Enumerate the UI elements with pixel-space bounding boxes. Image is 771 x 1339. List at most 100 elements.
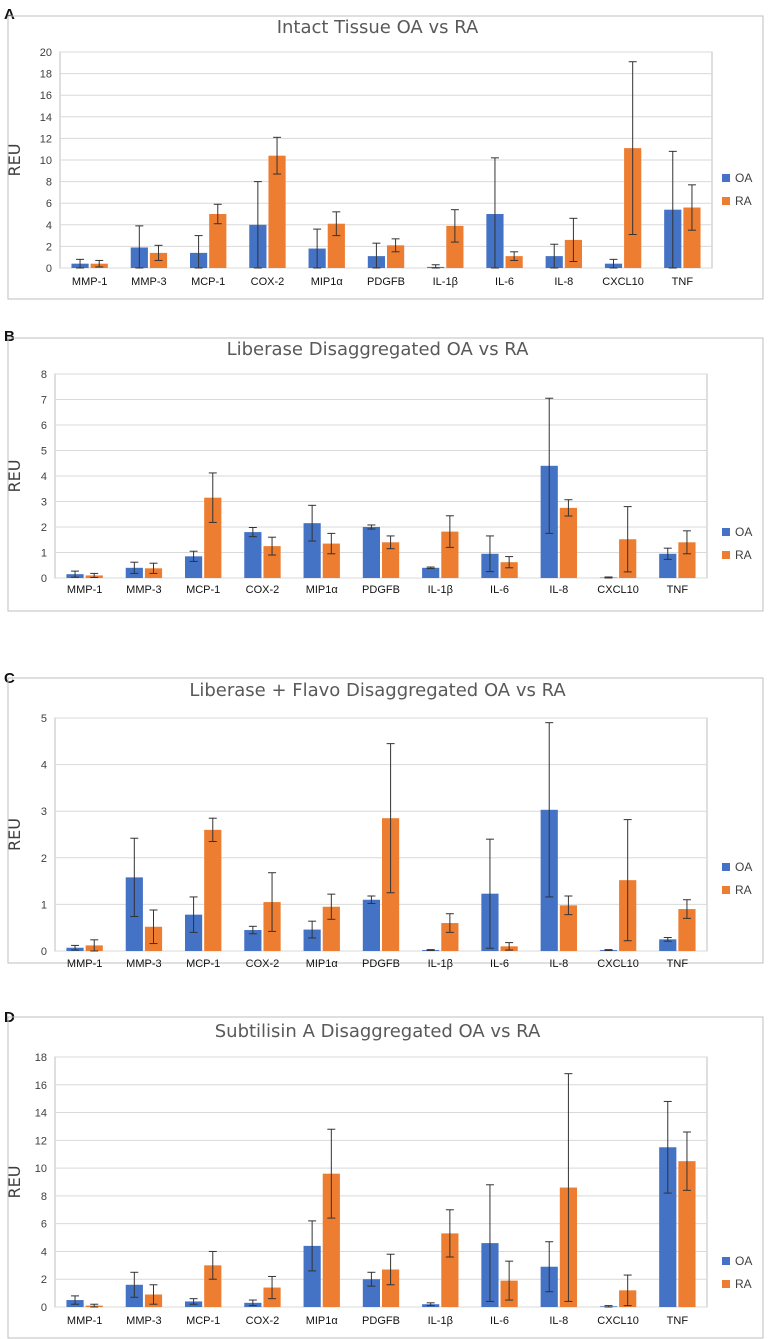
legend-swatch-oa: [722, 174, 730, 182]
legend-label-oa: OA: [735, 525, 752, 539]
panel-a: A Intact Tissue OA vs RA 0 2 4 6 8 10 12 14 16 18 2…: [0, 0, 771, 300]
y-tick-label: 6: [41, 420, 47, 432]
y-tick-label: 16: [35, 1080, 47, 1092]
x-tick-label: MMP-3: [126, 584, 161, 596]
bar-ra: [505, 256, 523, 268]
x-tick-label: IL-1β: [428, 584, 453, 596]
bar-ra: [446, 225, 464, 268]
y-tick-label: 10: [35, 1163, 47, 1175]
y-tick-label: 0: [46, 263, 52, 275]
y-tick-label: 2: [41, 522, 47, 534]
x-tick-label: IL-1β: [428, 958, 453, 970]
y-tick-label: 14: [35, 1108, 47, 1120]
x-tick-label: TNF: [667, 584, 689, 596]
y-tick-label: 0: [41, 1302, 47, 1314]
bar-ra: [268, 155, 286, 268]
bar-ra: [500, 562, 518, 578]
y-tick-label: 5: [41, 713, 47, 725]
y-tick-label: 8: [41, 369, 47, 381]
x-tick-label: MMP-3: [131, 276, 166, 288]
x-tick-label: MIP1α: [306, 958, 339, 970]
panel-label: A: [4, 6, 15, 23]
x-tick-label: MCP-1: [186, 584, 220, 596]
legend-label-ra: RA: [735, 194, 752, 208]
x-tick-label: MMP-3: [126, 1315, 161, 1327]
plot-area: [54, 1056, 708, 1308]
y-axis-label: REU: [5, 460, 24, 493]
bar-ra: [263, 546, 281, 578]
y-tick-label: 8: [46, 177, 52, 189]
bar-oa: [362, 1279, 380, 1307]
x-tick-label: CXCL10: [597, 584, 639, 596]
x-tick-label: PDGFB: [362, 1315, 400, 1327]
x-tick-label: MMP-3: [126, 958, 161, 970]
bar-ra: [204, 497, 222, 578]
y-tick-label: 10: [40, 155, 52, 167]
x-tick-label: TNF: [667, 958, 689, 970]
bar-oa: [184, 556, 203, 578]
legend-swatch-oa: [722, 528, 730, 536]
legend-swatch-ra: [722, 197, 730, 205]
y-tick-label: 8: [41, 1191, 47, 1203]
bar-oa: [303, 929, 321, 951]
y-axis-label: REU: [5, 1166, 24, 1199]
x-tick-label: TNF: [672, 276, 694, 288]
chart-c: Liberase + Flavo Disaggregated OA vs RA 0…: [5, 677, 764, 970]
panel-c: C Liberase + Flavo Disaggregated OA vs R…: [0, 664, 771, 970]
x-tick-label: TNF: [667, 1315, 689, 1327]
y-tick-label: 2: [41, 1274, 47, 1286]
x-tick-label: MIP1α: [306, 584, 339, 596]
x-tick-label: MCP-1: [186, 958, 220, 970]
x-tick-label: IL-6: [490, 1315, 509, 1327]
y-tick-label: 6: [46, 198, 52, 210]
bar-ra: [441, 1233, 459, 1307]
x-tick-label: MCP-1: [186, 1315, 220, 1327]
y-tick-label: 4: [41, 1246, 47, 1258]
y-axis-label: REU: [5, 144, 24, 177]
y-tick-label: 3: [41, 497, 47, 509]
bar-ra: [204, 1265, 222, 1307]
bar-ra: [678, 1161, 696, 1307]
x-tick-label: IL-8: [549, 584, 568, 596]
chart-title: Liberase Disaggregated OA vs RA: [227, 339, 529, 360]
x-tick-label: CXCL10: [602, 276, 644, 288]
chart-frame: [7, 337, 764, 612]
x-tick-label: MMP-1: [72, 276, 107, 288]
y-tick-label: 0: [41, 573, 47, 585]
y-tick-label: 18: [35, 1052, 47, 1064]
panel-label: B: [4, 328, 15, 345]
legend-label-ra: RA: [735, 883, 752, 897]
x-tick-label: PDGFB: [362, 958, 400, 970]
bar-oa: [659, 1147, 677, 1307]
legend-swatch-ra: [722, 886, 730, 894]
x-tick-label: COX-2: [246, 584, 280, 596]
y-tick-label: 0: [41, 946, 47, 958]
x-tick-label: COX-2: [246, 958, 280, 970]
bar-oa: [244, 930, 262, 951]
x-tick-label: MMP-1: [67, 584, 102, 596]
bar-ra: [678, 909, 696, 951]
x-tick-label: IL-8: [549, 1315, 568, 1327]
bar-ra: [327, 223, 345, 268]
y-tick-label: 4: [41, 471, 47, 483]
y-tick-label: 16: [40, 90, 52, 102]
legend-label-oa: OA: [735, 171, 752, 185]
legend-label-oa: OA: [735, 1254, 752, 1268]
chart-b: Liberase Disaggregated OA vs RA 0 1 2 3 4 5 6 7 8…: [5, 337, 764, 612]
y-tick-label: 12: [40, 133, 52, 145]
y-tick-label: 7: [41, 395, 47, 407]
y-tick-label: 5: [41, 446, 47, 458]
legend-swatch-ra: [722, 1280, 730, 1288]
y-tick-label: 1: [41, 548, 47, 560]
y-tick-label: 1: [41, 899, 47, 911]
legend-label-oa: OA: [735, 860, 752, 874]
bar-ra: [387, 245, 405, 268]
x-tick-label: IL-6: [495, 276, 514, 288]
chart-frame: [7, 15, 764, 300]
panel-b: B Liberase Disaggregated OA vs RA 0 1 2 3 4 5 6…: [0, 322, 771, 612]
x-tick-label: COX-2: [246, 1315, 280, 1327]
x-tick-label: IL-6: [490, 958, 509, 970]
chart-frame: [7, 677, 764, 964]
plot-area: [54, 717, 708, 952]
x-tick-label: IL-1β: [433, 276, 458, 288]
